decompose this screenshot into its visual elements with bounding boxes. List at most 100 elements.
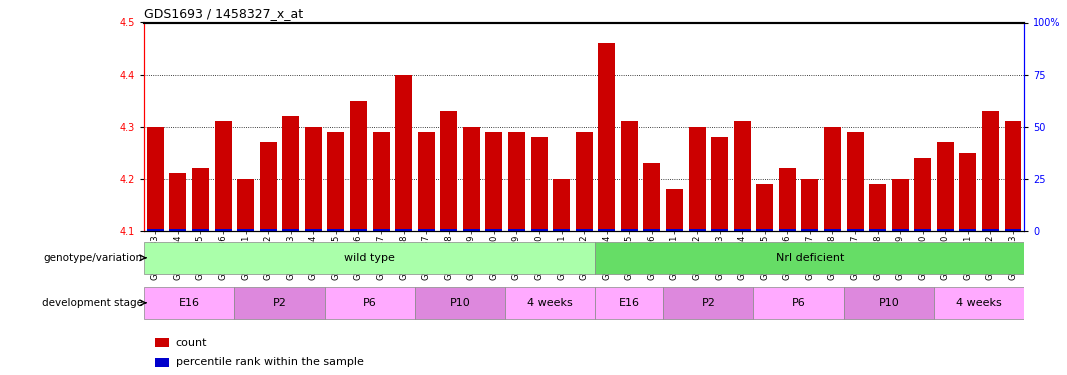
Bar (530, 137, 547, 231)
Bar (711, 137, 728, 231)
Bar (147, 229, 164, 231)
Bar (235, 287, 324, 319)
Text: count: count (176, 338, 207, 348)
Bar (982, 111, 999, 231)
Bar (372, 132, 389, 231)
Bar (1004, 229, 1021, 231)
Bar (237, 178, 254, 231)
Bar (259, 229, 276, 231)
Bar (982, 229, 999, 231)
Bar (283, 229, 299, 231)
Bar (734, 122, 751, 231)
Text: 4 weeks: 4 weeks (956, 298, 1002, 308)
Bar (144, 242, 595, 274)
Bar (937, 229, 954, 231)
Bar (711, 229, 728, 231)
Bar (688, 127, 705, 231)
Bar (870, 229, 886, 231)
Bar (643, 229, 660, 231)
Bar (576, 229, 592, 231)
Text: 4 weeks: 4 weeks (527, 298, 573, 308)
Bar (846, 229, 863, 231)
Bar (395, 229, 412, 231)
Bar (576, 132, 592, 231)
Bar (170, 173, 187, 231)
Bar (505, 287, 595, 319)
Bar (779, 168, 796, 231)
Text: P2: P2 (701, 298, 715, 308)
Bar (844, 287, 934, 319)
Text: wild type: wild type (345, 253, 395, 263)
Bar (155, 358, 169, 367)
Bar (643, 163, 660, 231)
Text: GDS1693 / 1458327_x_at: GDS1693 / 1458327_x_at (144, 7, 303, 20)
Bar (914, 229, 931, 231)
Bar (892, 178, 909, 231)
Bar (144, 287, 235, 319)
Bar (214, 122, 232, 231)
Bar (147, 127, 164, 231)
Text: percentile rank within the sample: percentile rank within the sample (176, 357, 364, 368)
Bar (417, 132, 434, 231)
Bar (155, 338, 169, 347)
Bar (934, 287, 1024, 319)
Bar (305, 229, 322, 231)
Bar (937, 142, 954, 231)
Bar (801, 178, 818, 231)
Bar (372, 229, 389, 231)
Bar (463, 229, 480, 231)
Bar (441, 229, 458, 231)
Bar (395, 75, 412, 231)
Text: P10: P10 (449, 298, 471, 308)
Bar (870, 184, 886, 231)
Bar (846, 132, 863, 231)
Bar (192, 168, 209, 231)
Bar (959, 229, 976, 231)
Bar (237, 229, 254, 231)
Bar (328, 229, 345, 231)
Bar (350, 229, 367, 231)
Text: Nrl deficient: Nrl deficient (776, 253, 844, 263)
Bar (959, 153, 976, 231)
Bar (753, 287, 844, 319)
Bar (779, 229, 796, 231)
Bar (259, 142, 276, 231)
Bar (463, 127, 480, 231)
Text: E16: E16 (619, 298, 640, 308)
Bar (892, 229, 909, 231)
Bar (170, 229, 187, 231)
Bar (283, 116, 299, 231)
Bar (664, 287, 753, 319)
Bar (595, 242, 1024, 274)
Bar (666, 229, 683, 231)
Text: genotype/variation: genotype/variation (44, 253, 143, 263)
Text: P6: P6 (363, 298, 377, 308)
Bar (328, 132, 345, 231)
Text: E16: E16 (178, 298, 200, 308)
Bar (824, 229, 841, 231)
Bar (621, 229, 638, 231)
Bar (350, 100, 367, 231)
Bar (305, 127, 322, 231)
Bar (553, 229, 570, 231)
Bar (485, 132, 503, 231)
Bar (1004, 122, 1021, 231)
Bar (757, 184, 774, 231)
Bar (599, 44, 616, 231)
Bar (415, 287, 505, 319)
Text: P2: P2 (272, 298, 286, 308)
Text: P10: P10 (878, 298, 899, 308)
Bar (914, 158, 931, 231)
Bar (417, 229, 434, 231)
Bar (801, 229, 818, 231)
Bar (599, 229, 616, 231)
Bar (214, 229, 232, 231)
Bar (485, 229, 503, 231)
Bar (734, 229, 751, 231)
Text: P6: P6 (792, 298, 806, 308)
Bar (595, 287, 664, 319)
Bar (508, 132, 525, 231)
Bar (688, 229, 705, 231)
Bar (666, 189, 683, 231)
Bar (824, 127, 841, 231)
